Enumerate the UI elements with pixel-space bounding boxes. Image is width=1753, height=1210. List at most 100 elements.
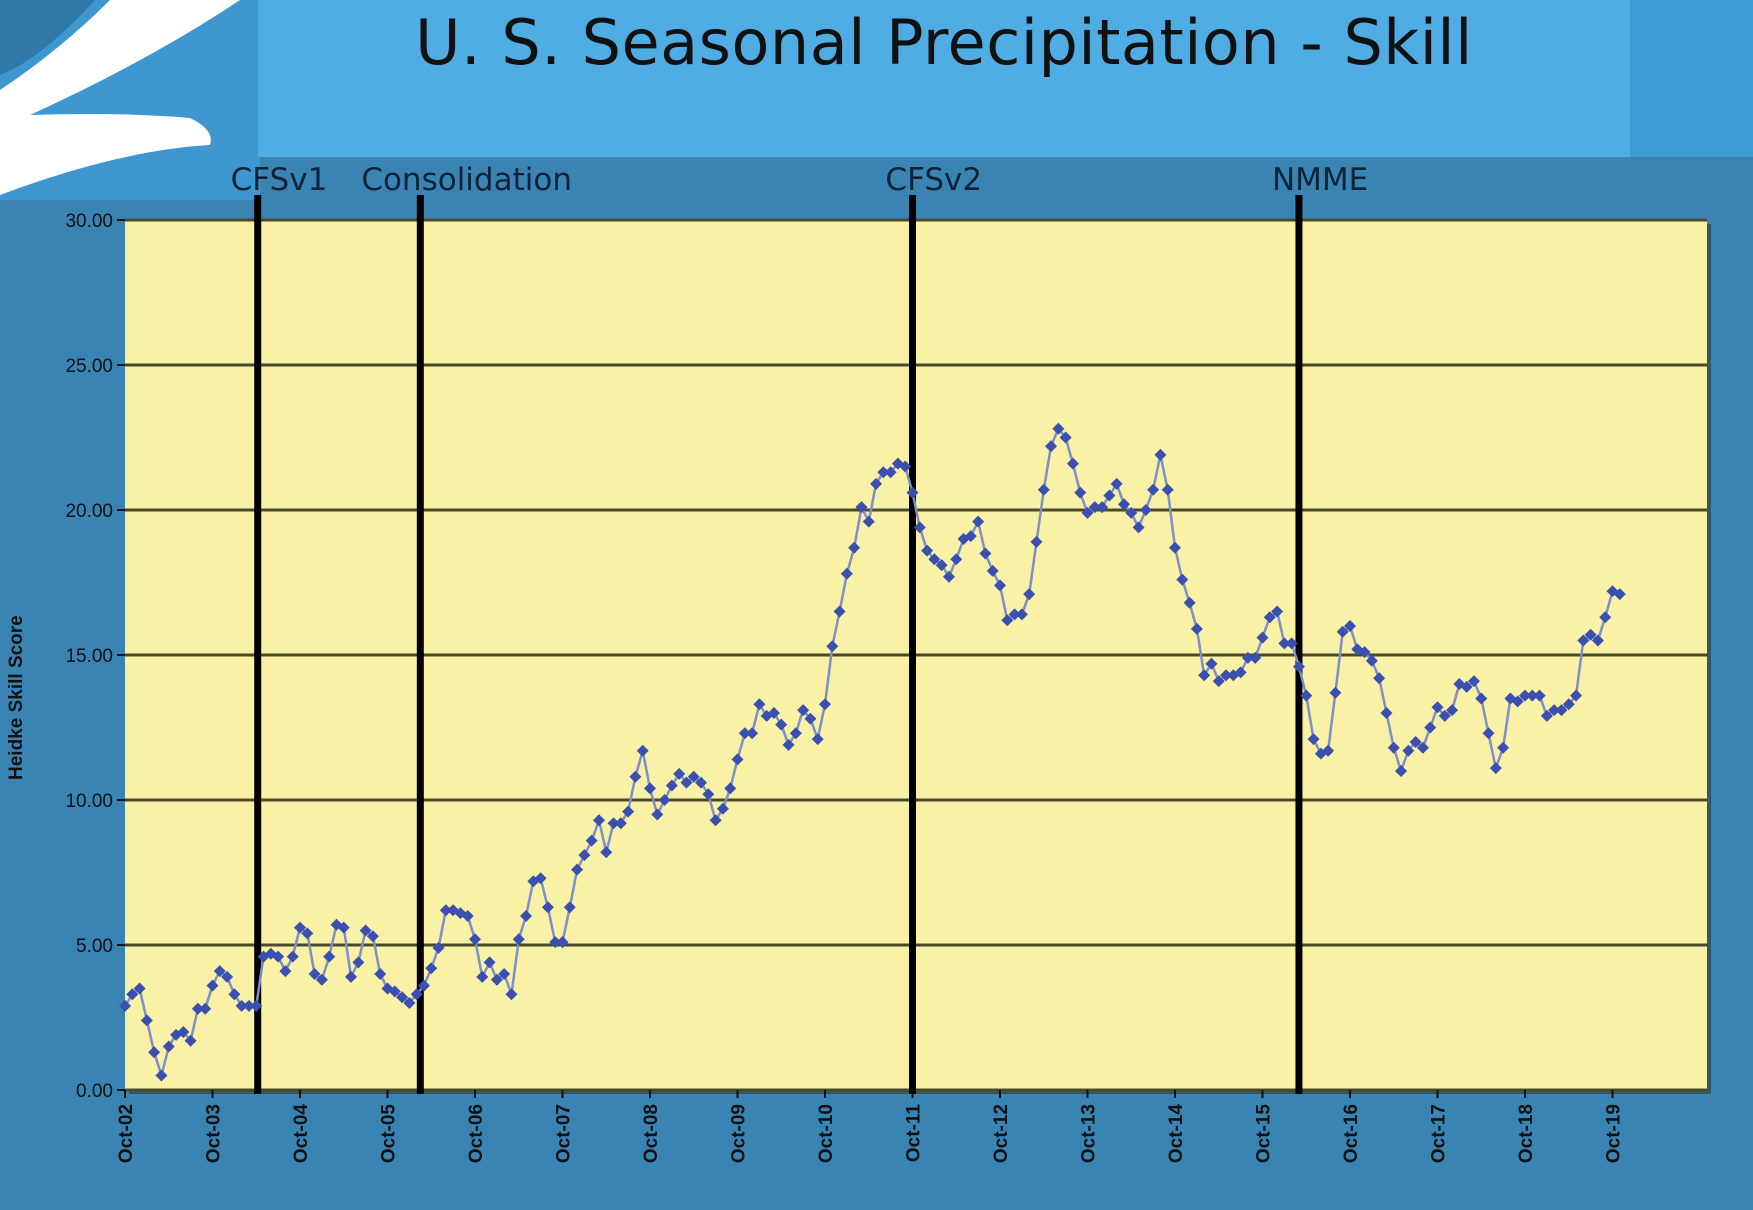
data-point-marker [1074,486,1087,499]
data-point-marker [1234,666,1247,679]
data-point-marker [1212,675,1225,688]
data-point-marker [884,466,897,479]
data-point-marker [520,910,533,922]
data-point-marker [600,846,613,859]
data-point-marker [636,744,649,757]
data-point-marker [1198,669,1211,682]
data-point-marker [585,834,598,847]
data-point-marker [906,486,919,499]
data-point-marker [461,910,474,922]
data-point-marker [716,802,729,815]
x-tick-label: Oct-08 [641,1104,662,1163]
data-point-marker [337,921,350,934]
data-point-marker [1613,588,1626,601]
data-point-marker [148,1046,161,1059]
data-point-marker [1307,733,1320,746]
data-point-marker [629,770,642,783]
data-point-marker [651,808,664,821]
x-tick-label: Oct-10 [816,1104,837,1163]
data-point-marker [155,1069,168,1082]
data-point-marker [512,933,525,946]
data-point-marker [388,985,401,998]
data-point-marker [1475,692,1488,705]
data-point-marker [1446,704,1459,717]
data-point-marker [563,901,576,914]
model-change-label: Consolidation [361,162,572,198]
data-point-marker [1497,741,1510,754]
y-tick-label: 20.00 [65,501,113,522]
data-point-marker [1103,489,1116,502]
data-point-marker [1023,588,1036,601]
data-point-marker [1183,596,1196,609]
data-point-marker [1300,689,1313,702]
data-point-marker [870,477,883,490]
y-tick-label: 30.00 [65,211,113,232]
data-point-marker [162,1040,175,1053]
data-point-marker [775,718,788,731]
data-point-marker [789,727,802,740]
y-tick-label: 10.00 [65,791,113,812]
data-point-marker [1008,608,1021,621]
data-point-marker [1519,689,1531,702]
data-point-marker [1533,689,1546,702]
data-point-marker [964,530,977,543]
x-tick-label: Oct-17 [1429,1104,1450,1163]
data-point-marker [1467,675,1480,688]
data-point-marker [607,817,620,830]
data-point-marker [1599,611,1612,624]
data-point-marker [396,991,409,1004]
data-point-marker [921,544,934,557]
logo-swoosh-icon [0,0,240,195]
data-point-marker [541,901,554,914]
background-right-panel [1628,0,1753,157]
data-point-marker [140,1014,153,1027]
data-point-marker [826,640,839,653]
data-point-marker [680,776,693,789]
data-point-marker [206,979,219,992]
data-point-marker [366,930,379,943]
data-point-marker [250,999,263,1012]
data-point-marker [1409,736,1422,748]
model-change-label: NMME [1271,162,1369,198]
data-point-marker [1438,709,1451,722]
data-point-marker [1402,744,1415,757]
data-point-marker [782,738,795,751]
data-point-marker [644,782,656,795]
data-point-marker [592,814,605,827]
data-point-marker [994,579,1006,592]
data-point-marker [1015,608,1028,621]
data-point-marker [505,988,518,1001]
data-point-marker [417,979,430,992]
data-point-marker [425,962,438,975]
data-point-marker [1358,646,1371,659]
data-point-marker [724,782,737,795]
data-point-marker [848,541,861,554]
data-point-marker [469,933,481,946]
data-point-marker [1059,431,1072,444]
y-tick-label: 25.00 [65,356,113,377]
data-point-marker [1001,614,1014,627]
data-point-marker [738,727,751,740]
y-tick-label: 15.00 [65,646,113,667]
data-point-marker [1562,698,1575,711]
data-point-marker [972,515,985,528]
data-point-marker [199,1002,212,1015]
data-point-marker [979,547,992,560]
data-point-marker [490,973,503,986]
data-point-marker [403,997,416,1009]
data-point-marker [359,924,372,937]
data-point-marker [549,936,562,949]
data-point-marker [534,872,547,885]
x-tick-label: Oct-16 [1341,1104,1362,1163]
data-point-marker [345,970,358,983]
data-point-marker [242,999,255,1012]
data-point-marker [673,767,686,780]
data-point-marker [942,570,955,583]
data-point-marker [184,1034,197,1047]
data-point-marker [614,817,627,830]
x-tick-label: Oct-09 [729,1104,750,1163]
x-tick-label: Oct-14 [1166,1104,1187,1164]
data-point-marker [702,788,715,801]
x-tick-label: Oct-15 [1254,1104,1275,1164]
data-point-marker [301,927,314,940]
